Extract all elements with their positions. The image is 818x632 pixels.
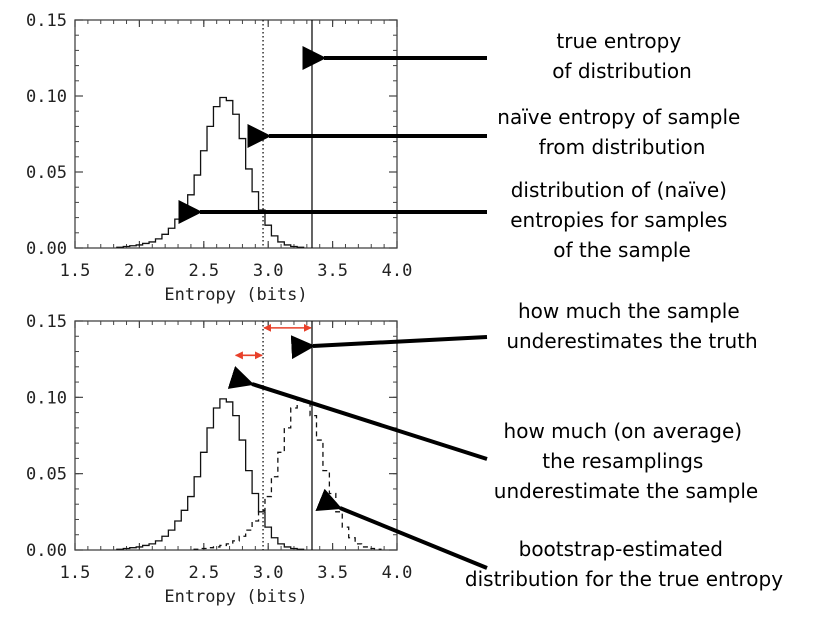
solid-histogram-series [116, 96, 305, 248]
annotation-line: the resamplings [542, 449, 703, 473]
annotation-sample-underestimate: how much the sample underestimates the t… [506, 299, 757, 353]
bottom-histogram-panel: 1.5 2.0 2.5 3.0 3.5 4.0 0.00 0.05 0.10 0.15 Entrop… [26, 312, 412, 607]
annotation-line: underestimate the sample [494, 479, 758, 503]
x-axis-label: Entropy (bits) [164, 285, 307, 305]
arrow-bootstrap-distribution [315, 488, 488, 570]
annotation-line: true entropy [556, 29, 681, 53]
x-tick-label: 3.0 [253, 261, 284, 281]
x-tick-label: 1.5 [60, 563, 91, 583]
annotation-true-entropy: true entropy of distribution [552, 29, 692, 83]
y-tick-label: 0.00 [26, 239, 67, 259]
annotation-naive-entropy: naïve entropy of sample from distributio… [497, 105, 746, 159]
x-tick-label: 4.0 [382, 261, 413, 281]
pointer-arrows [178, 46, 488, 570]
x-tick-label: 1.5 [60, 261, 91, 281]
x-tick-label: 2.5 [188, 261, 219, 281]
annotation-line: of the sample [553, 238, 691, 262]
x-axis-label: Entropy (bits) [164, 587, 307, 607]
y-tick-label: 0.10 [26, 87, 67, 107]
y-tick-label: 0.10 [26, 388, 67, 408]
annotation-line: distribution of (naïve) [511, 178, 727, 202]
y-tick-label: 0.00 [26, 541, 67, 561]
annotation-line: naïve entropy of sample [497, 105, 740, 129]
annotation-line: from distribution [539, 135, 706, 159]
annotation-resample-distribution: distribution of (naïve) entropies for sa… [510, 178, 734, 262]
x-tick-label: 2.0 [124, 261, 155, 281]
annotation-line: distribution for the true entropy [465, 567, 783, 591]
annotation-line: underestimates the truth [506, 329, 757, 353]
x-tick-label: 3.5 [317, 261, 348, 281]
annotation-line: entropies for samples [510, 208, 727, 232]
dashed-histogram-series [193, 398, 382, 550]
x-tick-label: 2.5 [188, 563, 219, 583]
annotation-line: how much the sample [518, 299, 740, 323]
y-tick-label: 0.15 [26, 11, 67, 31]
annotation-line: bootstrap-estimated [519, 537, 723, 561]
y-tick-label: 0.15 [26, 312, 67, 332]
y-tick-label: 0.05 [26, 163, 67, 183]
x-tick-label: 4.0 [382, 563, 413, 583]
annotation-resampling-underestimate: how much (on average) the resamplings un… [494, 419, 758, 503]
x-tick-label: 3.0 [253, 563, 284, 583]
annotation-line: how much (on average) [504, 419, 743, 443]
arrow-sample-underestimate [290, 335, 488, 360]
y-tick-label: 0.05 [26, 465, 67, 485]
top-histogram-panel: 1.5 2.0 2.5 3.0 3.5 4.0 0.00 0.05 0.10 0.15 Entrop… [26, 11, 412, 305]
x-tick-label: 2.0 [124, 563, 155, 583]
arrow-resampling-underestimate [227, 366, 488, 461]
solid-histogram-series [116, 398, 305, 550]
x-tick-label: 3.5 [317, 563, 348, 583]
annotation-bootstrap-distribution: bootstrap-estimated distribution for the… [465, 537, 783, 591]
annotation-line: of distribution [552, 59, 692, 83]
plot-frame [74, 320, 398, 551]
